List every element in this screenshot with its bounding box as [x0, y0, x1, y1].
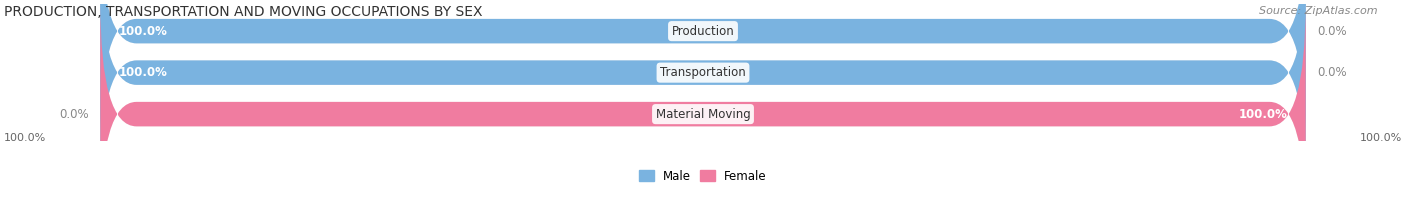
Text: Transportation: Transportation: [661, 66, 745, 79]
Text: 0.0%: 0.0%: [1317, 25, 1347, 38]
Legend: Male, Female: Male, Female: [634, 165, 772, 187]
Text: Source: ZipAtlas.com: Source: ZipAtlas.com: [1260, 6, 1378, 16]
Text: 100.0%: 100.0%: [118, 66, 167, 79]
Text: 100.0%: 100.0%: [1360, 133, 1402, 143]
Text: 100.0%: 100.0%: [118, 25, 167, 38]
FancyBboxPatch shape: [100, 0, 1306, 143]
Text: Material Moving: Material Moving: [655, 108, 751, 121]
FancyBboxPatch shape: [100, 0, 1306, 185]
FancyBboxPatch shape: [100, 0, 1306, 143]
FancyBboxPatch shape: [100, 0, 1306, 185]
Text: 0.0%: 0.0%: [59, 108, 89, 121]
Text: PRODUCTION, TRANSPORTATION AND MOVING OCCUPATIONS BY SEX: PRODUCTION, TRANSPORTATION AND MOVING OC…: [4, 5, 482, 20]
Text: 100.0%: 100.0%: [4, 133, 46, 143]
Text: Production: Production: [672, 25, 734, 38]
Text: 100.0%: 100.0%: [1239, 108, 1288, 121]
FancyBboxPatch shape: [100, 2, 1306, 197]
Text: 0.0%: 0.0%: [1317, 66, 1347, 79]
FancyBboxPatch shape: [100, 2, 1306, 197]
